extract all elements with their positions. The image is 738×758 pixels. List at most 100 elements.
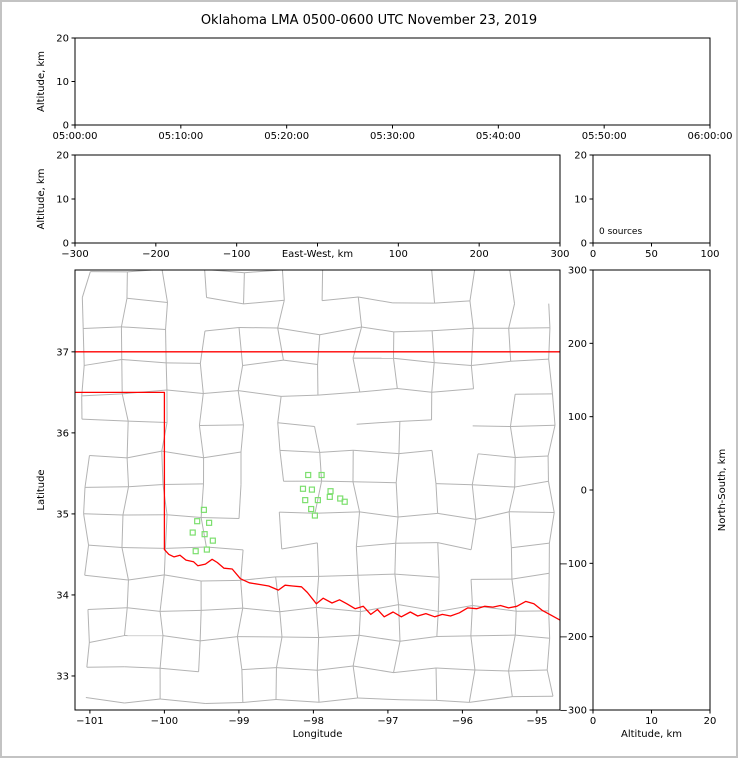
county-borders — [81, 270, 556, 704]
x-tick-label: −98 — [303, 716, 324, 727]
y-tick-label: 10 — [56, 77, 69, 88]
lma-station-marker — [189, 529, 196, 536]
x-axis: −101 −100 −99 −98 −97 −96 −95 — [76, 710, 547, 727]
x-tick-label: 05:20:00 — [264, 131, 309, 142]
x-tick-label: −100 — [151, 716, 178, 727]
x-axis-label: Altitude, km — [621, 729, 682, 740]
figure-title: Oklahoma LMA 0500-0600 UTC November 23, … — [200, 13, 538, 28]
x-tick-label: 05:30:00 — [370, 131, 415, 142]
x-tick-label: 300 — [550, 249, 569, 260]
y-tick-label: 20 — [574, 151, 587, 162]
x-tick-label: 50 — [645, 249, 658, 260]
lma-station-marker — [203, 546, 210, 553]
panel-ns-height: 0 10 20 Altitude, km −300 −200 −100 0 100 200 300 N… — [560, 266, 728, 741]
x-tick-label: 20 — [704, 716, 717, 727]
y-tick-label: 0 — [581, 486, 587, 497]
y-tick-label: 100 — [568, 412, 587, 423]
lma-station-marker — [192, 548, 199, 555]
x-tick-label: 200 — [470, 249, 489, 260]
x-axis-label: East-West, km — [282, 249, 353, 260]
y-tick-label: −100 — [560, 559, 587, 570]
x-tick-label: 06:00:00 — [688, 131, 733, 142]
y-tick-label: 37 — [56, 347, 69, 358]
y-axis: −300 −200 −100 0 100 200 300 — [560, 266, 593, 717]
x-tick-label: 05:50:00 — [582, 131, 627, 142]
x-tick-label: 05:00:00 — [53, 131, 98, 142]
x-tick-label: −95 — [526, 716, 547, 727]
x-tick-label: −200 — [142, 249, 169, 260]
x-tick-label: 05:40:00 — [476, 131, 521, 142]
panel-altitude-histogram: 0 50 100 0 10 20 0 sources — [574, 151, 719, 261]
lma-station-marker — [308, 505, 315, 513]
panel-time-height: 05:00:00 05:10:00 05:20:00 05:30:00 05:40:00… — [36, 34, 732, 143]
lma-station-marker — [200, 506, 207, 513]
lma-station-marker — [326, 493, 333, 500]
y-tick-label: −300 — [560, 706, 587, 717]
x-tick-label: −99 — [228, 716, 249, 727]
y-tick-label: 0 — [63, 121, 69, 132]
y-tick-label: 35 — [56, 509, 69, 520]
y-tick-label: 0 — [581, 239, 587, 250]
x-tick-label: −101 — [76, 716, 103, 727]
lma-station-marker — [201, 531, 208, 538]
lma-station-marker — [337, 495, 344, 502]
y-axis: 0 10 20 — [56, 34, 75, 132]
y-axis: 0 10 20 — [574, 151, 593, 250]
y-tick-label: 20 — [56, 34, 69, 45]
x-axis: 05:00:00 05:10:00 05:20:00 05:30:00 05:40:00… — [53, 125, 733, 142]
x-tick-label: 100 — [389, 249, 408, 260]
source-count-annotation: 0 sources — [599, 227, 642, 237]
x-tick-label: −100 — [223, 249, 250, 260]
x-tick-label: −300 — [61, 249, 88, 260]
x-tick-label: 100 — [700, 249, 719, 260]
x-axis: −300 −200 −100 100 200 300 — [61, 243, 570, 260]
y-tick-label: 10 — [56, 195, 69, 206]
y-axis-label: Altitude, km — [36, 51, 47, 112]
y-axis-label: Altitude, km — [36, 169, 47, 230]
y-tick-label: 34 — [56, 590, 69, 601]
lma-station-marker — [308, 486, 316, 493]
x-tick-label: 05:10:00 — [158, 131, 203, 142]
lma-station-marker — [206, 519, 213, 526]
x-tick-label: −97 — [377, 716, 398, 727]
axes-frame — [592, 269, 711, 711]
y-axis-label: Latitude — [36, 469, 47, 510]
x-tick-label: −96 — [452, 716, 473, 727]
lma-station-marker — [327, 488, 334, 495]
lma-station-marker — [209, 537, 216, 544]
panel-ew-height: −300 −200 −100 100 200 300 East-West, km 0 10 20 A… — [36, 151, 570, 261]
y-tick-label: −200 — [560, 632, 587, 643]
lma-station-marker — [299, 485, 307, 492]
axes-frame — [74, 154, 561, 244]
y-axis-label-right: North-South, km — [717, 449, 728, 532]
lma-station-marker — [305, 471, 312, 479]
x-axis: 0 50 100 — [590, 243, 720, 260]
x-axis: 0 10 20 — [590, 710, 717, 727]
y-tick-label: 36 — [56, 428, 69, 439]
panel-plan-view-map: −101 −100 −99 −98 −97 −96 −95 Longitude 33 34 35 36… — [36, 269, 561, 740]
x-tick-label: 10 — [645, 716, 658, 727]
lma-station-marker — [311, 512, 318, 519]
lma-station-marker — [314, 497, 321, 504]
state-border — [75, 351, 560, 621]
y-axis: 33 34 35 36 37 — [56, 347, 75, 682]
y-tick-label: 300 — [568, 266, 587, 277]
lma-stations — [189, 471, 348, 555]
y-tick-label: 10 — [574, 195, 587, 206]
axes-frame — [74, 269, 561, 711]
lma-station-marker — [302, 497, 309, 504]
y-tick-label: 20 — [56, 151, 69, 162]
x-tick-label: 0 — [590, 249, 596, 260]
lma-station-marker — [341, 498, 348, 505]
x-tick-label: 0 — [590, 716, 596, 727]
x-axis-label: Longitude — [293, 729, 343, 740]
axes-frame — [74, 37, 711, 126]
lma-station-marker — [318, 471, 325, 479]
y-tick-label: 0 — [63, 239, 69, 250]
y-tick-label: 200 — [568, 339, 587, 350]
y-tick-label: 33 — [56, 671, 69, 682]
lma-station-marker — [194, 518, 201, 525]
y-axis: 0 10 20 — [56, 151, 75, 250]
